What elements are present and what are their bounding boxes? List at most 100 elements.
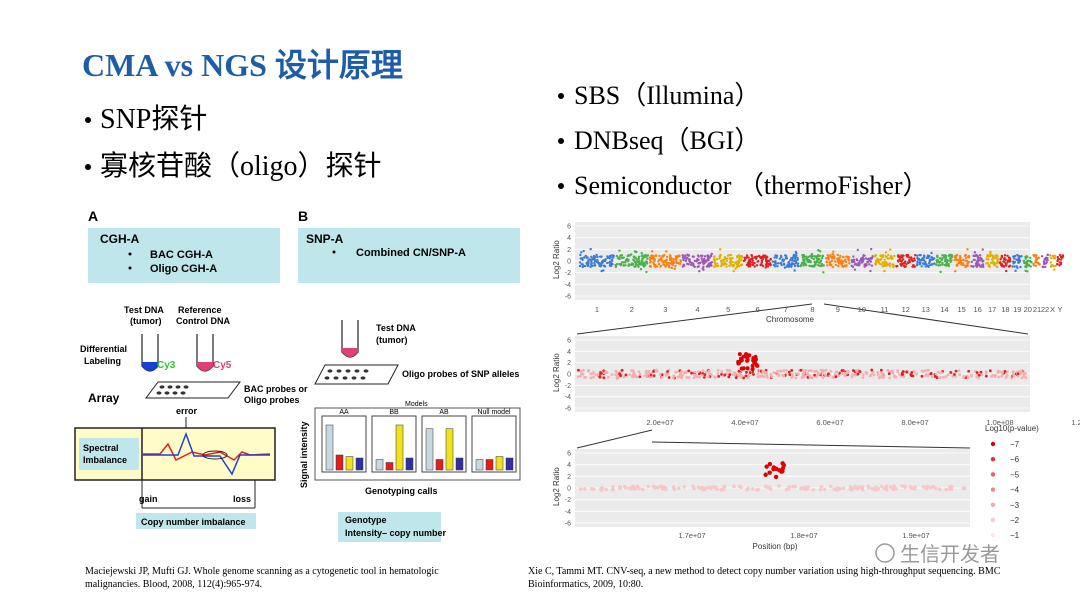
dye-label: Cy5 <box>213 360 232 371</box>
data-dot <box>637 370 641 374</box>
box-item: Oligo CGH-A <box>150 263 217 275</box>
data-dot <box>913 259 916 262</box>
data-dot <box>946 263 949 267</box>
data-dot <box>656 485 660 490</box>
data-dot <box>796 262 800 265</box>
data-dot <box>697 370 700 374</box>
data-dot <box>753 261 756 265</box>
x-tick-label: 16 <box>973 305 981 314</box>
x-tick-label: 8.0e+07 <box>901 418 928 427</box>
data-dot <box>957 261 960 265</box>
data-dot <box>698 262 701 265</box>
data-dot <box>1013 265 1016 268</box>
data-dot <box>1024 261 1027 264</box>
data-dot <box>706 485 710 490</box>
data-dot <box>913 485 917 489</box>
data-dot <box>954 369 958 373</box>
data-dot <box>970 374 973 378</box>
legend-label: −3 <box>1010 501 1020 510</box>
data-dot <box>777 262 780 265</box>
model-bar <box>445 428 454 471</box>
data-dot <box>862 254 865 257</box>
data-dot <box>676 375 680 379</box>
data-dot <box>1052 264 1056 268</box>
data-dot <box>883 258 886 261</box>
data-dot <box>635 258 638 261</box>
y-axis-label: Log2 Ratio <box>552 240 561 279</box>
data-dot <box>1003 257 1006 261</box>
data-dot <box>911 259 914 262</box>
data-dot <box>997 375 1000 379</box>
data-dot <box>966 248 969 251</box>
data-dot <box>964 253 968 257</box>
data-dot <box>748 374 751 378</box>
data-dot <box>848 485 853 489</box>
data-dot <box>842 255 845 259</box>
fig-label: Oligo probes <box>244 395 300 405</box>
data-dot <box>905 262 908 266</box>
data-dot <box>836 258 840 261</box>
data-dot <box>630 375 634 379</box>
data-dot <box>728 373 732 377</box>
fig-label: (tumor) <box>376 335 408 345</box>
data-dot <box>1026 270 1029 273</box>
data-dot <box>1011 370 1015 373</box>
data-dot <box>710 485 715 490</box>
data-dot <box>793 269 796 272</box>
data-dot <box>708 372 712 376</box>
data-dot <box>745 254 749 257</box>
fig-label: Genotyping calls <box>365 486 438 496</box>
data-dot <box>717 375 721 378</box>
y-tick-label: -6 <box>565 294 571 301</box>
data-dot <box>914 254 917 257</box>
data-dot <box>870 256 874 260</box>
y-tick-label: 0 <box>567 259 571 266</box>
data-dot <box>919 261 922 264</box>
data-dot <box>1016 374 1020 378</box>
x-tick-label: 1.7e+07 <box>678 531 705 540</box>
data-dot <box>1022 374 1026 378</box>
genotype-box <box>338 512 441 542</box>
data-dot <box>668 261 671 265</box>
x-tick-label: 2.0e+07 <box>646 418 673 427</box>
data-dot <box>777 374 781 378</box>
cn-box <box>136 513 256 529</box>
data-dot <box>670 257 673 260</box>
data-dot <box>975 375 979 379</box>
data-dot <box>687 254 690 257</box>
data-dot <box>1015 258 1019 261</box>
data-dot <box>755 363 760 368</box>
data-dot <box>808 376 812 380</box>
data-dot <box>943 260 947 263</box>
data-dot <box>1061 254 1065 258</box>
data-dot <box>753 265 757 268</box>
data-dot <box>1027 259 1030 262</box>
data-dot <box>892 375 896 379</box>
data-dot <box>760 261 763 264</box>
data-dot <box>923 369 927 373</box>
data-dot <box>1034 264 1037 267</box>
data-dot <box>935 254 939 258</box>
data-dot <box>611 487 615 492</box>
data-dot <box>701 254 704 258</box>
data-dot <box>939 376 943 379</box>
data-dot <box>725 259 729 263</box>
data-dot <box>1059 262 1063 266</box>
data-dot <box>662 260 665 264</box>
data-dot <box>662 485 666 490</box>
data-dot <box>872 373 876 377</box>
data-dot <box>896 259 900 262</box>
data-dot <box>993 263 996 266</box>
data-dot <box>737 352 742 357</box>
fig-label: Labeling <box>84 356 121 366</box>
data-dot <box>1058 253 1062 257</box>
legend-dot <box>990 487 996 492</box>
legend-label: −4 <box>1010 486 1020 495</box>
array-spot <box>164 391 170 395</box>
data-dot <box>765 259 768 263</box>
data-dot <box>761 258 764 261</box>
data-dot <box>719 248 722 251</box>
data-dot <box>709 254 713 258</box>
data-dot <box>578 264 582 268</box>
data-dot <box>905 370 909 374</box>
